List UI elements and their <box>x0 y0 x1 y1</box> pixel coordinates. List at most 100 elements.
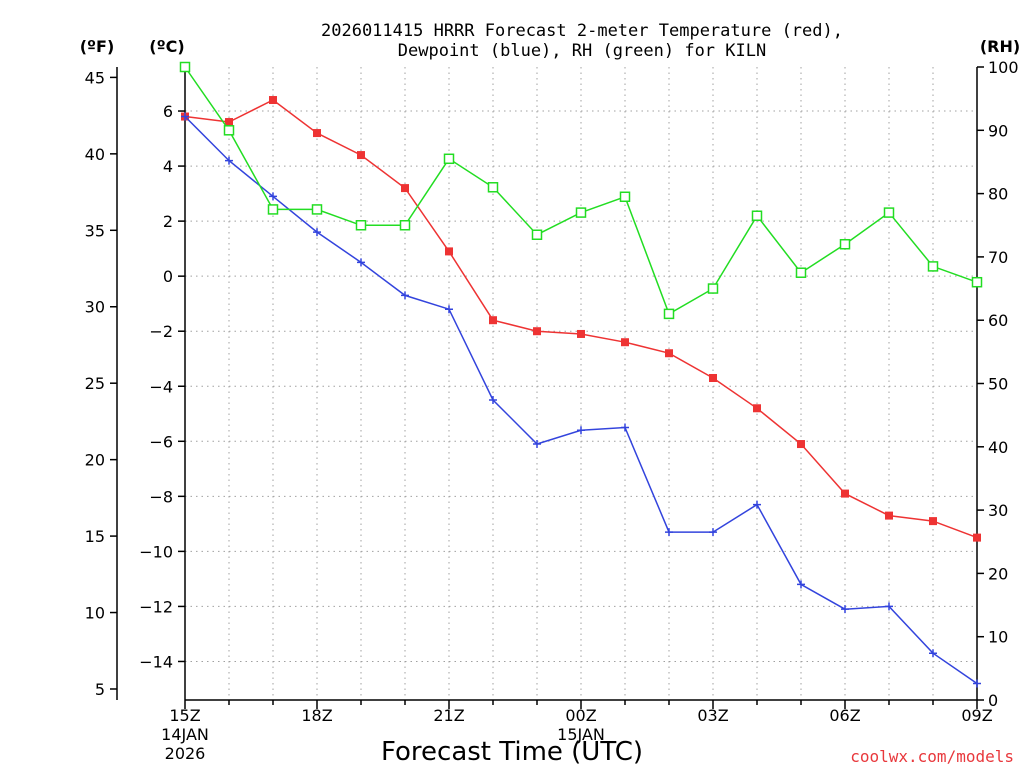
dewpoint-point <box>225 156 233 165</box>
dewpoint-point <box>181 112 189 121</box>
rh-tick-label: 10 <box>988 628 1008 647</box>
rh-point <box>531 229 543 240</box>
chart-title-line1: 2026011415 HRRR Forecast 2-meter Tempera… <box>321 21 843 41</box>
celsius-tick-label: −12 <box>139 597 173 616</box>
dewpoint-point <box>533 440 541 449</box>
fahrenheit-tick-label: 30 <box>85 298 105 317</box>
x-tick-date-label: 14JAN <box>161 725 209 744</box>
rh-tick-label: 80 <box>988 185 1008 204</box>
fahrenheit-tick-label: 10 <box>85 604 105 623</box>
temperature-point <box>269 96 277 105</box>
rh-point <box>883 207 895 218</box>
rh-tick-label: 0 <box>988 691 998 710</box>
fahrenheit-unit-label: (ºF) <box>80 37 115 56</box>
rh-point <box>443 153 455 165</box>
fahrenheit-tick-label: 40 <box>85 145 105 164</box>
rh-point <box>707 283 719 294</box>
fahrenheit-tick-label: 15 <box>85 527 105 546</box>
rh-tick-label: 100 <box>988 58 1019 77</box>
x-tick-label: 15Z <box>169 706 200 725</box>
dewpoint-point <box>445 305 453 314</box>
fahrenheit-tick-label: 20 <box>85 451 105 470</box>
celsius-tick-label: 4 <box>163 157 173 176</box>
celsius-tick-label: −4 <box>149 377 173 396</box>
rh-tick-label: 20 <box>988 564 1008 583</box>
rh-point <box>619 191 631 203</box>
temperature-point <box>973 533 981 542</box>
dewpoint-line <box>184 115 978 685</box>
x-tick-year-label: 2026 <box>165 744 206 763</box>
dewpoint-point <box>973 679 981 688</box>
dewpoint-point <box>621 423 629 432</box>
grid-lines <box>185 67 977 700</box>
temperature-point <box>225 118 233 127</box>
rh-tick-label: 50 <box>988 375 1008 394</box>
temperature-point <box>313 129 321 138</box>
temperature-point <box>401 184 409 193</box>
fahrenheit-tick-label: 35 <box>85 221 105 240</box>
dewpoint-point <box>489 396 497 405</box>
temperature-point <box>533 327 541 336</box>
x-tick-date-label: 15JAN <box>557 725 605 744</box>
fahrenheit-tick-label: 5 <box>95 680 105 699</box>
celsius-tick-label: 6 <box>163 102 173 121</box>
rh-point <box>399 220 411 231</box>
temperature-point <box>929 517 937 526</box>
temperature-point <box>841 489 849 498</box>
rh-point <box>839 238 851 250</box>
dewpoint-point <box>841 605 849 614</box>
temperature-point <box>885 511 893 520</box>
x-axis-label: Forecast Time (UTC) <box>381 737 643 767</box>
x-tick-label: 06Z <box>829 706 860 725</box>
dewpoint-point <box>269 192 277 201</box>
rh-point <box>355 220 367 231</box>
dewpoint-point <box>357 258 365 267</box>
temperature-point <box>797 440 805 449</box>
dewpoint-point <box>885 602 893 611</box>
temperature-point <box>665 349 673 358</box>
rh-tick-label: 90 <box>988 121 1008 140</box>
temperature-point <box>577 329 585 338</box>
temperature-point <box>621 338 629 347</box>
celsius-tick-label: 0 <box>163 267 173 286</box>
fahrenheit-tick-label: 25 <box>85 374 105 393</box>
x-tick-label: 21Z <box>433 706 464 725</box>
rh-point <box>223 125 235 136</box>
celsius-tick-label: −14 <box>139 652 173 671</box>
celsius-tick-label: −10 <box>139 542 173 561</box>
celsius-tick-label: −2 <box>149 322 173 341</box>
x-tick-label: 00Z <box>565 706 596 725</box>
chart-title-line2: Dewpoint (blue), RH (green) for KILN <box>398 41 766 61</box>
rh-point <box>751 210 763 222</box>
x-tick-label: 09Z <box>961 706 992 725</box>
rh-point <box>487 182 499 193</box>
dewpoint-point <box>401 291 409 300</box>
celsius-unit-label: (ºC) <box>149 37 184 56</box>
rh-point <box>267 204 279 215</box>
axes: 6 4 20 −2 −4 −6 −8 −10 −12 −14 45 40 35 30 25 20 15 10 5 10… <box>85 58 1019 763</box>
series-layer <box>179 61 983 688</box>
rh-point <box>663 308 675 320</box>
dewpoint-point <box>577 426 585 435</box>
dewpoint-point <box>709 528 717 537</box>
rh-tick-label: 30 <box>988 501 1008 520</box>
rh-tick-label: 40 <box>988 438 1008 457</box>
temperature-point <box>489 316 497 325</box>
rh-point <box>795 267 807 278</box>
rh-tick-label: 60 <box>988 311 1008 330</box>
temperature-point <box>753 404 761 413</box>
fahrenheit-tick-label: 45 <box>85 68 105 87</box>
rh-point <box>927 261 939 272</box>
temperature-point <box>445 247 453 256</box>
rh-point <box>575 207 587 218</box>
rh-point <box>971 276 983 288</box>
rh-point <box>311 204 323 215</box>
dewpoint-point <box>313 228 321 237</box>
rh-point <box>179 61 191 73</box>
celsius-tick-label: −6 <box>149 432 173 451</box>
celsius-tick-label: −8 <box>149 487 173 506</box>
x-tick-label: 03Z <box>697 706 728 725</box>
rh-unit-label: (RH) <box>980 37 1020 56</box>
x-tick-label: 18Z <box>301 706 332 725</box>
